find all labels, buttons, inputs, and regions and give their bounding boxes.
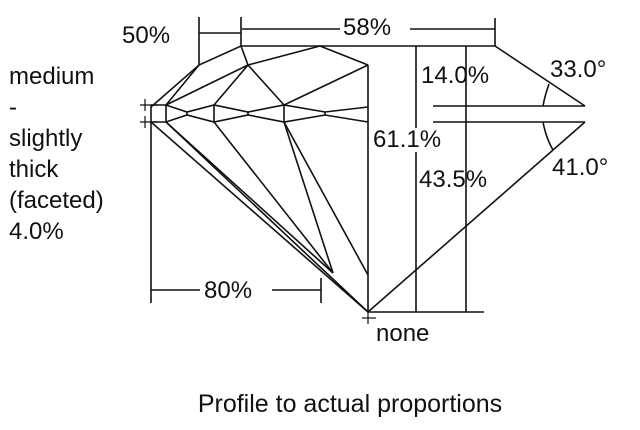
- girdle-line: -: [9, 94, 17, 121]
- crown-angle-label: 33.0°: [550, 56, 607, 83]
- star-length-label: 50%: [122, 22, 171, 49]
- girdle-line: 4.0%: [9, 218, 64, 245]
- pavilion-outline: [150, 121, 586, 324]
- pavilion-angle-arc: [542, 121, 554, 151]
- girdle-line: medium: [9, 63, 95, 90]
- culet-label: none: [376, 320, 430, 347]
- girdle-line: slightly: [9, 125, 83, 152]
- total-depth-label: 61.1%: [373, 126, 442, 153]
- dimension-lines: [150, 17, 554, 313]
- pavilion-depth-label: 43.5%: [419, 166, 488, 193]
- table-width-label: 58%: [343, 14, 392, 41]
- crown-height-label: 14.0%: [421, 62, 490, 89]
- girdle-line: thick: [9, 156, 59, 183]
- crown-angle-arc: [542, 83, 550, 107]
- caption: Profile to actual proportions: [0, 392, 640, 417]
- girdle-line: (faceted): [9, 187, 104, 214]
- lower-half-length-label: 80%: [204, 277, 253, 304]
- pavilion-angle-label: 41.0°: [552, 154, 609, 181]
- girdle-label: medium - slightly thick (faceted) 4.0%: [9, 61, 104, 247]
- girdle: [140, 99, 585, 128]
